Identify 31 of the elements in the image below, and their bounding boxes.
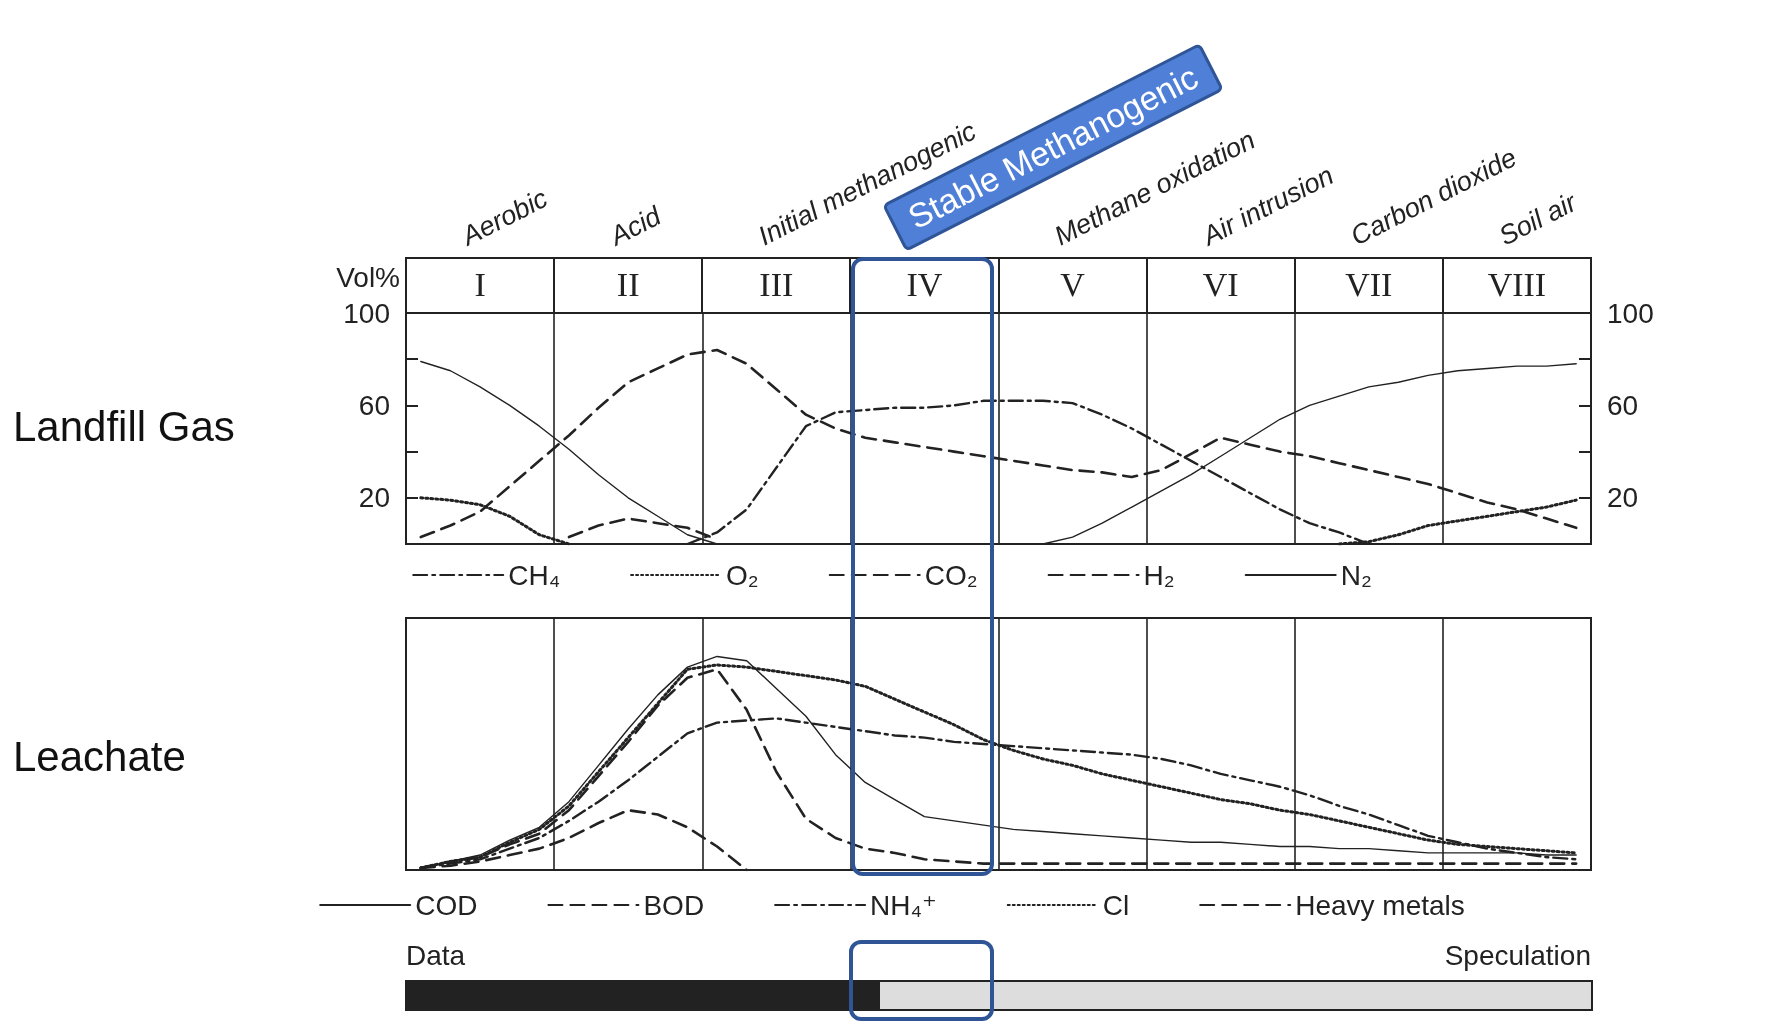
legend-label: CH₄ (508, 559, 561, 591)
legend-label: CO₂ (924, 559, 978, 591)
x-tick-label: IV (906, 265, 943, 303)
x-tick-label: VII (1345, 265, 1393, 303)
legend-label: Heavy metals (1295, 889, 1465, 921)
x-tick-label: VIII (1487, 265, 1547, 303)
y2-tick-label: 20 (1607, 482, 1639, 514)
legend-label: Cl (1102, 889, 1130, 921)
y-axis-title: Vol% (336, 261, 400, 293)
y-tick-label: 20 (358, 482, 390, 514)
legend-label: NH₄⁺ (870, 889, 937, 921)
x-tick-label: I (474, 265, 486, 303)
legend-label: BOD (643, 889, 705, 921)
x-tick-label: V (1060, 265, 1086, 303)
y2-tick-label: 100 (1607, 297, 1654, 329)
legend-label: O₂ (726, 559, 759, 591)
series-label: Speculation (1444, 939, 1591, 971)
text: Acid (603, 200, 667, 253)
legend-label: COD (415, 889, 478, 921)
legend-label: N₂ (1340, 559, 1372, 591)
text: Landfill Gas (13, 402, 235, 450)
legend-label: H₂ (1143, 559, 1175, 591)
x-tick-label: II (616, 265, 640, 303)
x-tick-label: III (759, 265, 794, 303)
y-tick-label: 60 (358, 389, 390, 421)
y-tick-label: 100 (343, 297, 390, 329)
y2-tick-label: 60 (1607, 389, 1639, 421)
text: Leachate (13, 732, 186, 780)
x-tick-label: VI (1202, 265, 1239, 303)
series-label: Data (406, 939, 466, 971)
text: Soil air (1494, 186, 1583, 252)
